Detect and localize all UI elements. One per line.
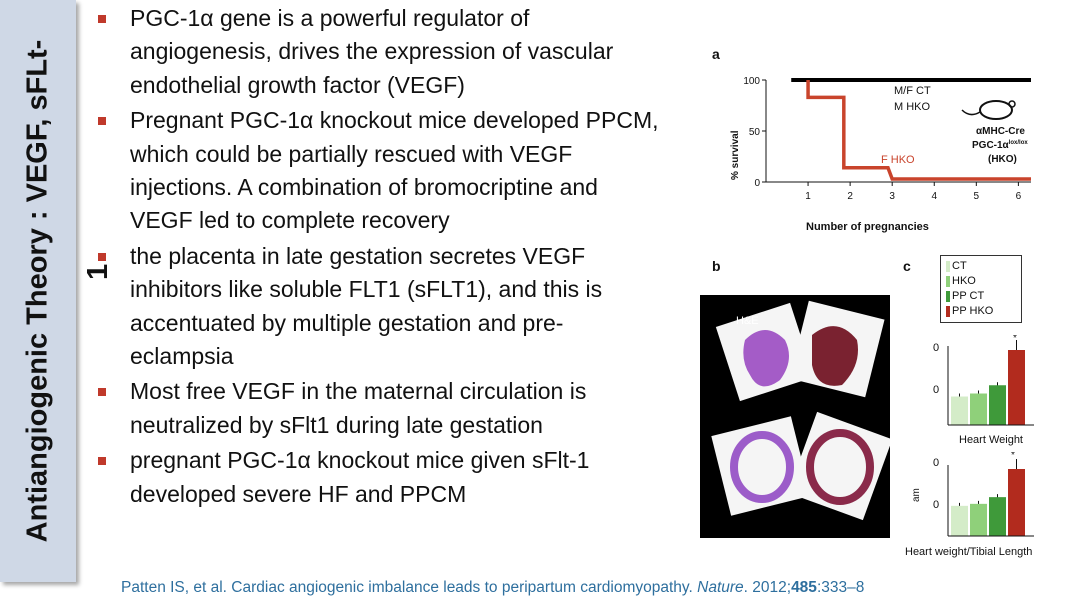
bullet-text: Most free VEGF in the maternal circulati… <box>130 378 587 438</box>
bar-legend: CT HKO PP CT PP HKO <box>940 255 1022 323</box>
bullet-text: Pregnant PGC-1α knockout mice developed … <box>130 107 659 234</box>
panel-a-letter: a <box>712 46 720 62</box>
y-tick-label: 100 <box>743 76 760 87</box>
bullet-marker <box>98 388 106 397</box>
mouse-label-1: αMHC-Cre <box>976 126 1025 137</box>
legend-label: PP HKO <box>952 305 994 317</box>
series-fhko-line <box>806 80 1031 181</box>
heart-tibia-chart: 0 0 am * Heart weight/Tibial Length <box>905 452 1034 558</box>
panel-b-letter: b <box>712 258 721 274</box>
mouse-label-2-sup: lox/lox <box>1009 140 1029 146</box>
bullet-item: the placenta in late gestation secretes … <box>92 240 662 374</box>
survival-ylabel: % survival <box>730 130 741 180</box>
histology-image: H&E <box>700 295 893 538</box>
label-ct: M/F CT <box>894 85 931 97</box>
star-label: * <box>1013 335 1017 344</box>
he-label: H&E <box>736 315 759 327</box>
bullet-item: Most free VEGF in the maternal circulati… <box>92 375 662 442</box>
bullet-list: PGC-1α gene is a powerful regulator of a… <box>92 2 662 513</box>
legend-label: HKO <box>952 275 976 287</box>
citation-volume: 485 <box>791 579 817 596</box>
citation-authors: Patten IS, et al. Cardiac angiogenic imb… <box>121 579 698 596</box>
y-tick-label: 50 <box>749 127 761 138</box>
x-tick-label: 5 <box>974 191 980 202</box>
legend-item: PP CT <box>946 289 1016 304</box>
legend-swatch <box>946 276 950 287</box>
citation-pages: :333–8 <box>816 579 865 596</box>
legend-item: HKO <box>946 274 1016 289</box>
legend-swatch <box>946 261 950 272</box>
legend-swatch <box>946 306 950 317</box>
bullet-item: Pregnant PGC-1α knockout mice developed … <box>92 104 662 238</box>
tick-label: 0 <box>933 384 939 396</box>
citation-year: . 2012; <box>743 579 792 596</box>
bullet-item: pregnant PGC-1α knockout mice given sFlt… <box>92 444 662 511</box>
bar-hko <box>970 393 987 425</box>
legend-item: CT <box>946 259 1016 274</box>
label-fhko: F HKO <box>881 154 915 166</box>
bar-ct <box>951 505 968 536</box>
bullet-marker <box>98 15 106 23</box>
citation-journal: Nature <box>697 579 744 596</box>
mouse-label-2: PGC-1α <box>972 140 1010 151</box>
heart-weight-label: Heart Weight <box>959 434 1023 446</box>
bar-hko <box>970 503 987 536</box>
tick-label: 0 <box>933 457 939 469</box>
legend-label: PP CT <box>952 290 985 302</box>
heart-tibia-label: Heart weight/Tibial Length <box>905 546 1032 558</box>
x-tick-label: 3 <box>889 191 895 202</box>
svg-text:PGC-1αlox/lox: PGC-1αlox/lox <box>972 140 1028 151</box>
bar-pp-ct <box>989 385 1006 425</box>
bullet-marker <box>98 117 106 126</box>
star-label: * <box>1011 452 1015 461</box>
y-tick-label: 0 <box>754 178 760 189</box>
x-tick-label: 4 <box>931 191 937 202</box>
survival-xlabel: Number of pregnancies <box>806 221 929 233</box>
mouse-icon <box>961 100 1016 120</box>
legend-swatch <box>946 291 950 302</box>
bullet-item: PGC-1α gene is a powerful regulator of a… <box>92 2 662 102</box>
slide-title: Antiangiogenic Theory : VEGF, sFLt- <box>21 39 54 543</box>
citation: Patten IS, et al. Cardiac angiogenic imb… <box>121 579 864 597</box>
legend-label: CT <box>952 260 967 272</box>
label-mhko: M HKO <box>894 101 931 113</box>
side-title-bar: Antiangiogenic Theory : VEGF, sFLt- <box>0 0 76 582</box>
x-tick-label: 1 <box>805 191 811 202</box>
bar-pp-hko <box>1008 469 1025 536</box>
x-tick-label: 6 <box>1016 191 1022 202</box>
tick-label: 0 <box>933 342 939 354</box>
bar-ct <box>951 396 968 425</box>
legend-item: PP HKO <box>946 304 1016 319</box>
tick-label: 0 <box>933 499 939 511</box>
x-tick-label: 2 <box>847 191 853 202</box>
heart-weight-chart: 0 0 * Heart Weight <box>933 335 1034 446</box>
bottom-axis-label: am <box>911 488 922 502</box>
survival-chart: 100 50 0 1 2 3 4 5 6 % survival Number of pregna… <box>730 76 1031 233</box>
bullet-marker <box>98 252 106 261</box>
bullet-text: the placenta in late gestation secretes … <box>130 242 603 370</box>
bar-pp-hko <box>1008 350 1025 425</box>
bullet-text: PGC-1α gene is a powerful regulator of a… <box>130 5 614 98</box>
bullet-text: pregnant PGC-1α knockout mice given sFlt… <box>130 447 590 507</box>
panel-c-letter: c <box>903 258 911 274</box>
mouse-label-3: (HKO) <box>988 154 1017 165</box>
bullet-marker <box>98 457 106 466</box>
bar-pp-ct <box>989 497 1006 536</box>
histology-drawing <box>711 300 893 521</box>
